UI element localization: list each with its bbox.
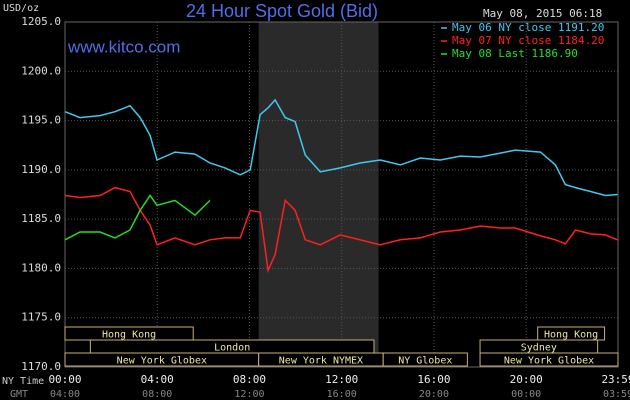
x2-tick-label: 12:00 (234, 389, 264, 400)
x-axis-label: NY Time (2, 376, 44, 387)
session-box (382, 352, 468, 367)
x-tick-label: 16:00 (417, 373, 450, 386)
timestamp: May 08, 2015 06:18 (483, 7, 602, 20)
plot-frame (64, 21, 619, 368)
session-label: Sydney (521, 343, 557, 354)
x2-axis-label: GMT (10, 389, 28, 400)
session-label: Hong Kong (544, 330, 598, 341)
y-tick-label: 1195.0 (21, 114, 61, 127)
session-label: New York Globex (117, 356, 207, 367)
session-box (479, 352, 619, 367)
price-line (64, 186, 618, 274)
x-tick-label: 00:00 (48, 373, 81, 386)
y-tick-label: 1205.0 (21, 15, 61, 28)
y-tick-label: 1185.0 (21, 212, 61, 225)
y-tick-label: 1200.0 (21, 64, 61, 77)
shaded-region (258, 22, 379, 367)
x2-tick-label: 20:00 (419, 389, 449, 400)
x-tick-label: 04:00 (141, 373, 174, 386)
price-line (64, 98, 618, 197)
legend-label: May 08 Last 1186.90 (452, 47, 578, 60)
session-label: New York NYMEX (279, 356, 363, 367)
y-tick-label: 1170.0 (21, 360, 61, 373)
x-tick-label: 20:00 (510, 373, 543, 386)
legend-label: May 06 NY close 1191.20 (452, 21, 604, 34)
session-label: London (214, 343, 250, 354)
watermark: www.kitco.com (67, 37, 180, 56)
session-label: Hong Kong (102, 330, 156, 341)
x2-tick-label: 08:00 (142, 389, 172, 400)
legend-label: May 07 NY close 1184.20 (452, 34, 604, 47)
y-tick-label: 1175.0 (21, 311, 61, 324)
x2-tick-label: 00:00 (511, 389, 541, 400)
price-line (64, 194, 211, 241)
x2-tick-label: 16:00 (327, 389, 357, 400)
chart-title: 24 Hour Spot Gold (Bid) (186, 1, 378, 21)
session-label: New York Globex (504, 356, 594, 367)
y-axis-label: USD/oz (3, 3, 39, 14)
x2-tick-label: 04:00 (50, 389, 80, 400)
x-tick-label: 23:59 (601, 373, 630, 386)
x-tick-label: 08:00 (233, 373, 266, 386)
x-tick-label: 12:00 (325, 373, 358, 386)
y-tick-label: 1190.0 (21, 163, 61, 176)
x2-tick-label: 03:59 (603, 389, 630, 400)
session-label: NY Globex (398, 356, 452, 367)
y-tick-label: 1180.0 (21, 261, 61, 274)
